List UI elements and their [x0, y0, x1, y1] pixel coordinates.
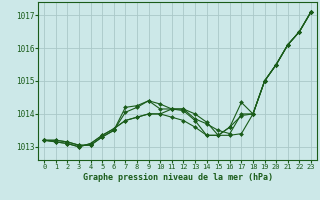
X-axis label: Graphe pression niveau de la mer (hPa): Graphe pression niveau de la mer (hPa) [83, 173, 273, 182]
